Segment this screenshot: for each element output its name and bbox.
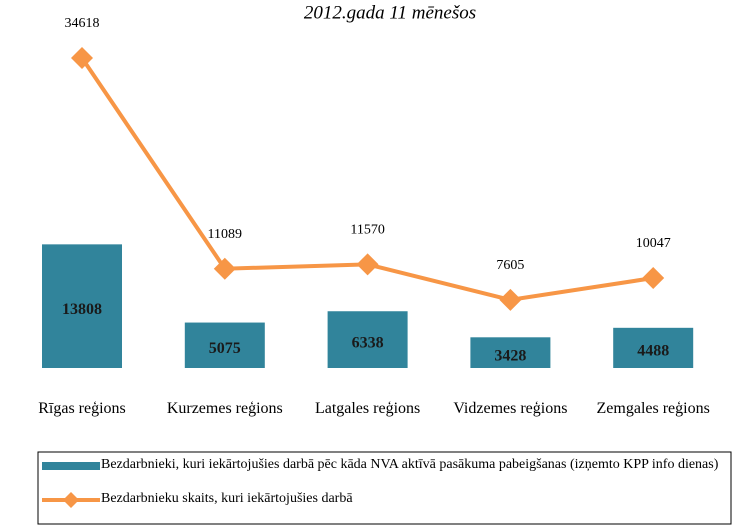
bar-label: 6338: [352, 334, 384, 351]
line-marker: [499, 288, 522, 311]
legend-label: Bezdarbnieku skaits, kuri iekārtojušies …: [101, 491, 353, 506]
chart-title: 2012.gada 11 mēnešos: [304, 2, 476, 23]
line-marker: [213, 257, 236, 280]
x-tick-label: Vidzemes reģions: [453, 400, 568, 417]
line-marker: [71, 47, 93, 69]
x-tick-label: Latgales reģions: [314, 400, 421, 417]
bar: [613, 327, 694, 368]
line-label: 7605: [496, 258, 524, 273]
bar: [470, 337, 551, 368]
legend-swatch: [42, 462, 100, 470]
bar: [42, 244, 122, 368]
line-marker: [356, 253, 379, 276]
bar-label: 5075: [209, 340, 241, 357]
legend-label: Bezdarbnieki, kuri iekārtojušies darbā p…: [101, 457, 719, 472]
x-tick-label: Zemgales reģions: [596, 400, 710, 417]
legend-marker: [63, 492, 79, 508]
bar: [327, 311, 408, 368]
line-label: 34618: [65, 16, 100, 31]
line-marker: [642, 267, 665, 290]
bar: [184, 322, 265, 368]
line-label: 10047: [636, 236, 671, 251]
bar-label: 3428: [494, 347, 526, 364]
x-tick-label: Kurzemes reģions: [166, 400, 283, 417]
bar-label: 13808: [62, 301, 102, 318]
legend-box: [37, 451, 732, 525]
bar-label: 4488: [637, 343, 669, 360]
line-label: 11089: [208, 227, 242, 242]
x-tick-label: Rīgas reģions: [38, 400, 126, 417]
line-label: 11570: [350, 223, 384, 238]
